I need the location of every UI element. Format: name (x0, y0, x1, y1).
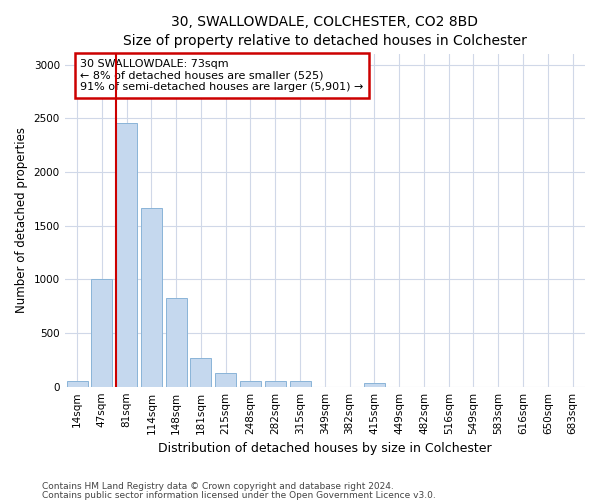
Bar (190, 358, 211, 386)
Bar (265, 382, 286, 386)
Bar (240, 381, 261, 386)
X-axis label: Distribution of detached houses by size in Colchester: Distribution of detached houses by size … (158, 442, 491, 455)
Y-axis label: Number of detached properties: Number of detached properties (15, 128, 28, 314)
Bar (67, 381, 88, 386)
Bar (290, 382, 311, 386)
Bar (141, 208, 162, 386)
Bar (364, 383, 385, 386)
Text: 30 SWALLOWDALE: 73sqm
← 8% of detached houses are smaller (525)
91% of semi-deta: 30 SWALLOWDALE: 73sqm ← 8% of detached h… (80, 59, 364, 92)
Bar (91, 280, 112, 386)
Title: 30, SWALLOWDALE, COLCHESTER, CO2 8BD
Size of property relative to detached house: 30, SWALLOWDALE, COLCHESTER, CO2 8BD Siz… (123, 15, 527, 48)
Bar (166, 298, 187, 386)
Bar (215, 374, 236, 386)
Text: Contains HM Land Registry data © Crown copyright and database right 2024.: Contains HM Land Registry data © Crown c… (42, 482, 394, 491)
Text: Contains public sector information licensed under the Open Government Licence v3: Contains public sector information licen… (42, 490, 436, 500)
Bar (116, 122, 137, 386)
